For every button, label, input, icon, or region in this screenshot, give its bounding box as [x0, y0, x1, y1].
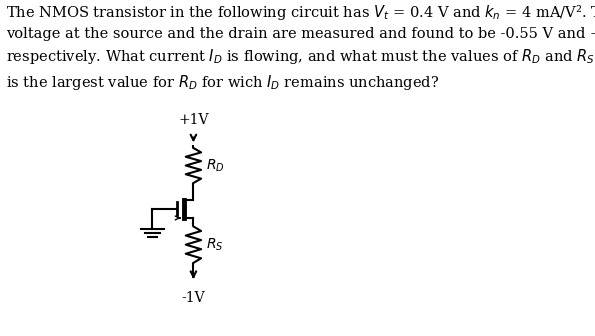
- Text: +1V: +1V: [178, 113, 209, 127]
- Text: The NMOS transistor in the following circuit has $V_t$ = 0.4 V and $k_n$ = 4 mA/: The NMOS transistor in the following cir…: [6, 3, 595, 92]
- Text: $R_S$: $R_S$: [206, 237, 223, 253]
- Text: $R_D$: $R_D$: [206, 157, 224, 174]
- Text: -1V: -1V: [181, 291, 205, 305]
